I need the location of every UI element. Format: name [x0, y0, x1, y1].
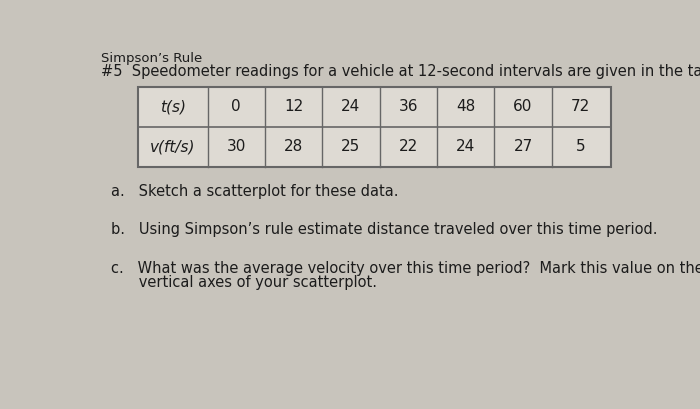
- Text: t(s): t(s): [160, 99, 186, 115]
- Text: 24: 24: [342, 99, 360, 115]
- Text: 30: 30: [227, 139, 246, 154]
- Text: 27: 27: [513, 139, 533, 154]
- Text: 22: 22: [399, 139, 418, 154]
- Text: c.   What was the average velocity over this time period?  Mark this value on th: c. What was the average velocity over th…: [111, 261, 700, 276]
- Text: 5: 5: [575, 139, 585, 154]
- Text: b.   Using Simpson’s rule estimate distance traveled over this time period.: b. Using Simpson’s rule estimate distanc…: [111, 222, 657, 237]
- Text: #5  Speedometer readings for a vehicle at 12-second intervals are given in the t: #5 Speedometer readings for a vehicle at…: [102, 64, 700, 79]
- Text: 48: 48: [456, 99, 475, 115]
- Bar: [138, 127, 610, 167]
- Text: 72: 72: [570, 99, 590, 115]
- Text: 60: 60: [513, 99, 533, 115]
- Text: a.   Sketch a scatterplot for these data.: a. Sketch a scatterplot for these data.: [111, 184, 398, 199]
- Text: 12: 12: [284, 99, 303, 115]
- Text: 36: 36: [398, 99, 418, 115]
- Text: v(ft/s): v(ft/s): [150, 139, 195, 154]
- Text: Simpson’s Rule: Simpson’s Rule: [102, 52, 203, 65]
- Text: 0: 0: [232, 99, 241, 115]
- Bar: [138, 87, 610, 167]
- Text: 28: 28: [284, 139, 303, 154]
- Text: 24: 24: [456, 139, 475, 154]
- Bar: [138, 87, 610, 127]
- Text: 25: 25: [342, 139, 360, 154]
- Text: vertical axes of your scatterplot.: vertical axes of your scatterplot.: [111, 275, 377, 290]
